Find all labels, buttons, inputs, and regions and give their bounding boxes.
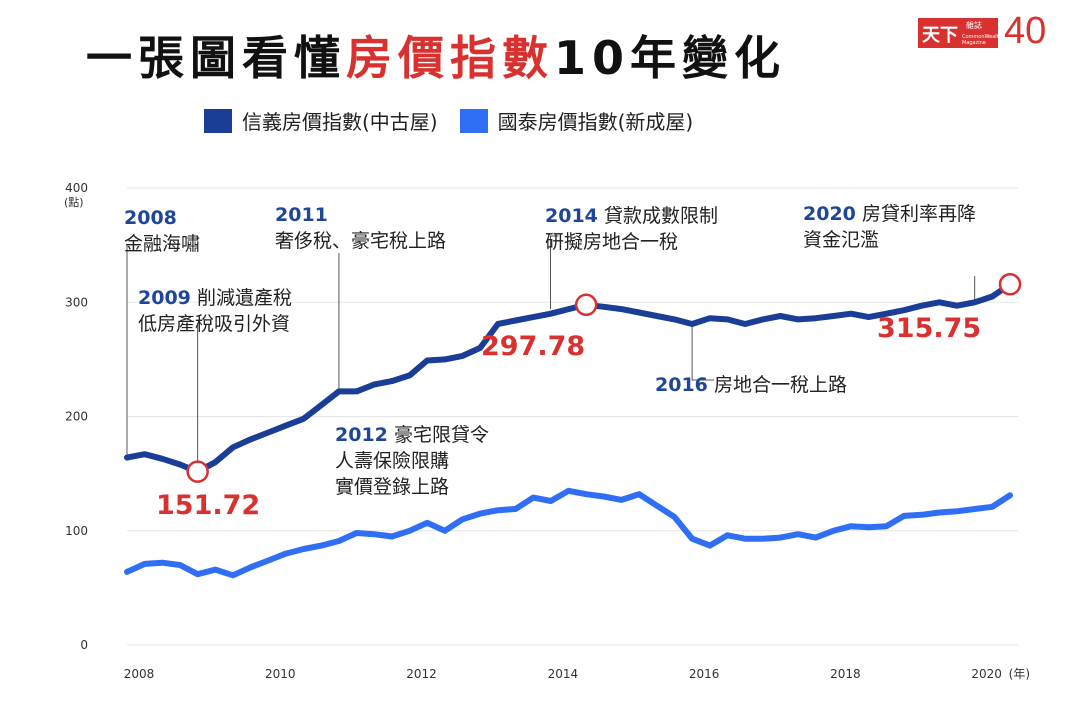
annotation-2020-line1: 房貸利率再降 bbox=[861, 203, 976, 225]
logo-anniversary: 40 bbox=[1004, 10, 1047, 52]
chart-title: 一張圖看懂房價指數10年變化 bbox=[86, 22, 786, 88]
annotation-2014-year: 2014 bbox=[545, 205, 598, 227]
legend-item-sinyi: 信義房價指數(中古屋) bbox=[204, 106, 438, 135]
title-highlight: 房價指數 bbox=[346, 31, 554, 85]
y-axis-unit: (點) bbox=[64, 196, 84, 209]
legend-label-cathay: 國泰房價指數(新成屋) bbox=[497, 110, 694, 134]
x-tick-label-2012: 2012 bbox=[406, 667, 437, 681]
marker-315-75 bbox=[998, 273, 1022, 296]
y-tick-label-300: 300 bbox=[65, 295, 88, 309]
x-tick-label-2010: 2010 bbox=[265, 667, 296, 681]
title-part2: 10年變化 bbox=[554, 31, 787, 85]
annotation-2011-line1: 奢侈稅、豪宅稅上路 bbox=[275, 230, 447, 252]
logo-sub: 雜誌 bbox=[966, 21, 982, 30]
x-tick-label-2008: 2008 bbox=[124, 667, 155, 681]
x-tick-label-2018: 2018 bbox=[830, 667, 861, 681]
annotation-2016: 2016 房地合一稅上路 bbox=[655, 372, 847, 398]
marker-297-78 bbox=[574, 293, 598, 317]
x-tick-label-2016: 2016 bbox=[689, 667, 720, 681]
legend-label-sinyi: 信義房價指數(中古屋) bbox=[242, 110, 438, 134]
highlight-value-2009: 151.72 bbox=[156, 490, 261, 521]
logo-badge: 天下 雜誌 CommonWealth Magazine bbox=[918, 18, 1002, 48]
x-tick-label-2020: 2020 bbox=[971, 667, 1002, 681]
legend-item-cathay: 國泰房價指數(新成屋) bbox=[459, 106, 694, 135]
annotation-2012-year: 2012 bbox=[335, 424, 388, 446]
annotation-2014-line2: 研擬房地合一稅 bbox=[545, 231, 679, 253]
annotation-2020-year: 2020 bbox=[803, 203, 856, 225]
annotation-2014-line1: 貸款成數限制 bbox=[603, 205, 718, 227]
annotation-2009-year: 2009 bbox=[138, 287, 191, 309]
annotation-2012: 2012 豪宅限貸令 人壽保險限購 實價登錄上路 bbox=[335, 422, 489, 500]
annotation-2008-year: 2008 bbox=[124, 207, 177, 229]
series-line-cathay bbox=[124, 487, 1013, 579]
annotation-2011-year: 2011 bbox=[275, 204, 328, 226]
y-tick-label-400: 400 bbox=[65, 181, 88, 195]
annotation-2012-line2: 人壽保險限購 bbox=[335, 450, 450, 472]
legend-swatch-sinyi bbox=[204, 108, 232, 133]
legend-swatch-cathay bbox=[459, 108, 488, 133]
highlight-value-2014: 297.78 bbox=[481, 331, 586, 362]
y-tick-label-0: 0 bbox=[80, 638, 88, 652]
x-axis-unit: (年) bbox=[1009, 667, 1030, 681]
y-tick-label-200: 200 bbox=[65, 410, 88, 424]
annotation-2012-line3: 實價登錄上路 bbox=[335, 476, 450, 498]
annotation-2011: 2011 奢侈稅、豪宅稅上路 bbox=[275, 202, 446, 254]
x-tick-label-2014: 2014 bbox=[548, 667, 579, 681]
annotation-2020-line2: 資金氾濫 bbox=[803, 229, 880, 251]
annotation-2009: 2009 削減遺產稅 低房產稅吸引外資 bbox=[138, 285, 292, 337]
annotation-2012-line1: 豪宅限貸令 bbox=[393, 424, 489, 446]
annotation-2014: 2014 貸款成數限制 研擬房地合一稅 bbox=[545, 203, 718, 255]
logo-english: CommonWealth Magazine bbox=[962, 34, 1002, 46]
annotation-2016-line1: 房地合一稅上路 bbox=[713, 374, 847, 396]
marker-151-72 bbox=[186, 460, 209, 483]
leader-2014 bbox=[550, 235, 559, 310]
logo-mark: 天下 bbox=[922, 25, 958, 46]
annotation-2008-line1: 金融海嘯 bbox=[124, 233, 201, 255]
leader-2016 bbox=[691, 323, 715, 381]
y-tick-label-100: 100 bbox=[65, 524, 88, 538]
annotation-2020: 2020 房貸利率再降 資金氾濫 bbox=[803, 201, 976, 253]
annotation-2009-line2: 低房產稅吸引外資 bbox=[138, 313, 291, 335]
legend: 信義房價指數(中古屋) 國泰房價指數(新成屋) bbox=[204, 106, 715, 135]
annotation-2016-year: 2016 bbox=[655, 374, 708, 396]
title-part1: 一張圖看懂 bbox=[86, 31, 346, 85]
series-line-sinyi bbox=[124, 281, 1013, 475]
annotation-2009-line1: 削減遺產稅 bbox=[196, 287, 292, 309]
highlight-value-2020: 315.75 bbox=[877, 313, 982, 344]
annotation-2008: 2008 金融海嘯 bbox=[124, 205, 200, 257]
